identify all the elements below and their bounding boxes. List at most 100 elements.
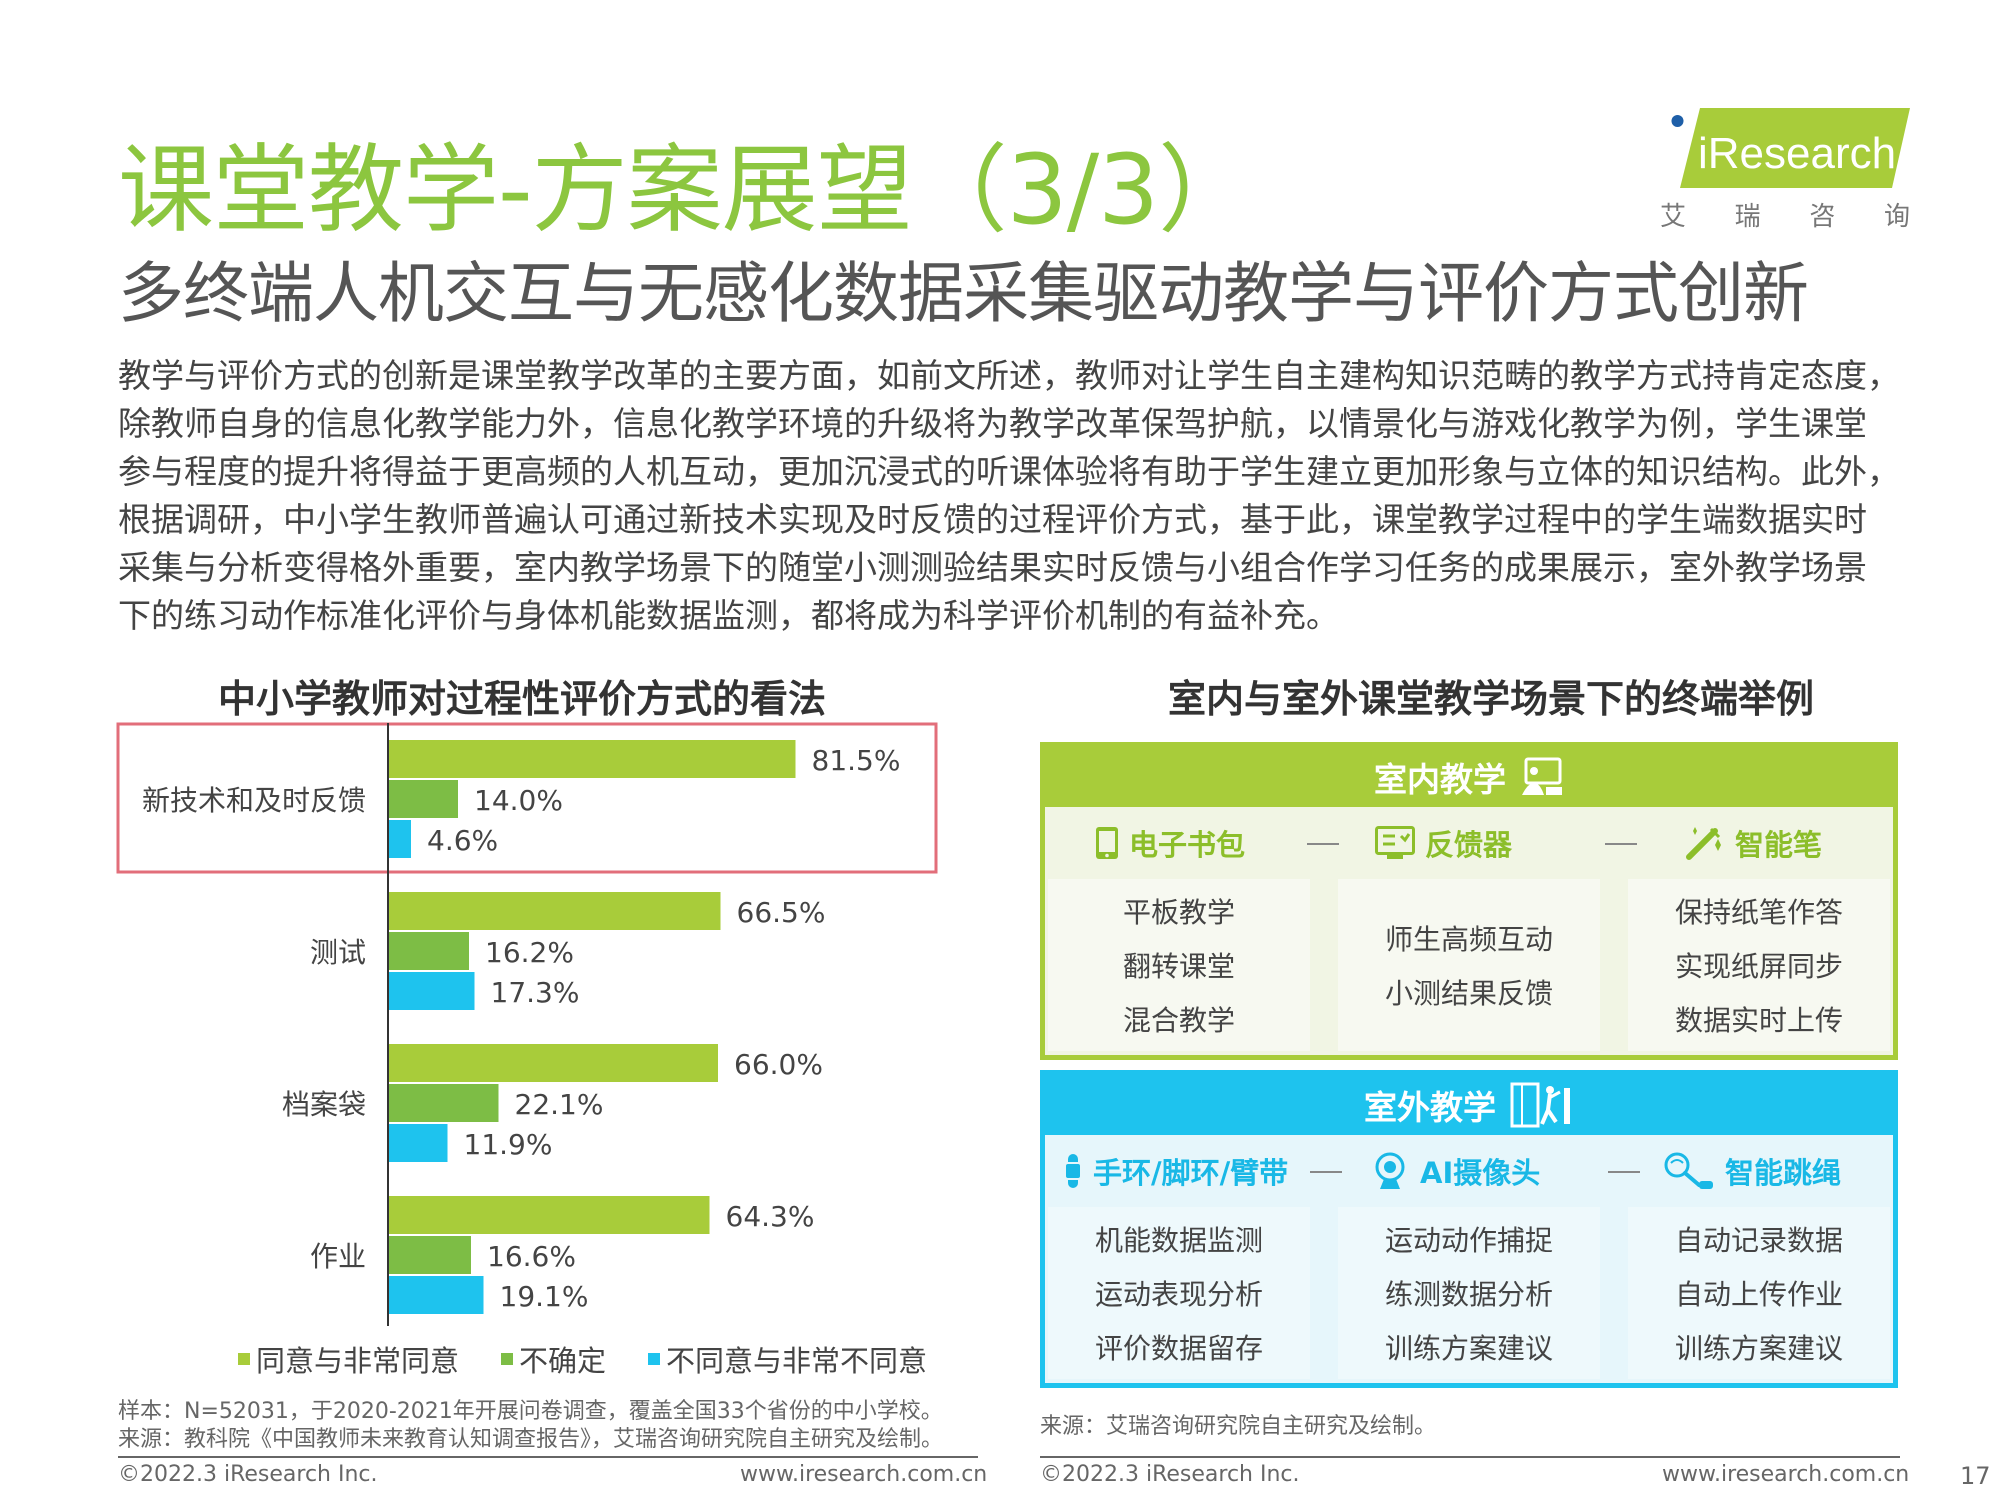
legend-label: 不确定 <box>519 1344 607 1378</box>
indoor-teaching-panel: 室内教学 电子书包 <box>1040 742 1898 1060</box>
data-label: 16.2% <box>485 936 574 969</box>
footer-website-left[interactable]: www.iresearch.com.cn <box>740 1462 988 1487</box>
clicker-icon <box>1375 826 1415 859</box>
data-label: 81.5% <box>812 744 901 777</box>
footer-copyright-right: ©2022.3 iResearch Inc. <box>1040 1462 1300 1487</box>
outdoor-camera-uses: 运动动作捕捉 练测数据分析 训练方案建议 <box>1338 1207 1600 1379</box>
device-name: 反馈器 <box>1425 828 1513 862</box>
use-item: 保持纸笔作答 <box>1674 896 1843 929</box>
data-label: 66.0% <box>734 1048 823 1081</box>
legend-swatch <box>238 1353 250 1365</box>
logo-char: 询 <box>1883 202 1910 232</box>
wristband-icon <box>1064 1154 1082 1188</box>
legend-item-disagree: 不同意与非常不同意 <box>648 1338 927 1380</box>
separator-dash <box>1310 1171 1342 1173</box>
indoor-clicker-uses: 师生高频互动 小测结果反馈 <box>1338 879 1600 1051</box>
category-label: 作业 <box>310 1240 366 1273</box>
device-name: 智能跳绳 <box>1725 1156 1842 1190</box>
use-item: 训练方案建议 <box>1384 1332 1553 1365</box>
terminal-source-note: 来源：艾瑞咨询研究院自主研究及绘制。 <box>1040 1414 1437 1439</box>
legend-item-unsure: 不确定 <box>501 1338 606 1380</box>
data-label: 64.3% <box>726 1200 815 1233</box>
use-item: 机能数据监测 <box>1094 1224 1263 1257</box>
logo-char: 艾 <box>1660 202 1687 232</box>
bar <box>388 892 721 930</box>
use-item: 小测结果反馈 <box>1384 977 1553 1010</box>
data-label: 16.6% <box>487 1240 576 1273</box>
footer-rule-right <box>1040 1456 1900 1458</box>
logo-mark: iResearch <box>1671 108 1910 188</box>
page-subtitle: 多终端人机交互与无感化数据采集驱动教学与评价方式创新 <box>118 255 1809 332</box>
separator-dash <box>1605 843 1637 845</box>
bar <box>388 1236 471 1274</box>
separator-dash <box>1608 1171 1640 1173</box>
outdoor-device-row: 手环/脚环/臂带 AI摄像头 智能跳绳 <box>1045 1135 1893 1207</box>
use-item: 实现纸屏同步 <box>1674 950 1843 983</box>
category-label: 新技术和及时反馈 <box>142 784 366 817</box>
body-line: 除教师自身的信息化教学能力外，信息化教学环境的升级将为教学改革保驾护航，以情景化… <box>118 404 1867 443</box>
use-item: 自动记录数据 <box>1674 1224 1843 1257</box>
data-label: 66.5% <box>737 896 826 929</box>
use-item: 评价数据留存 <box>1094 1332 1263 1365</box>
use-item: 训练方案建议 <box>1674 1332 1843 1365</box>
use-item: 数据实时上传 <box>1674 1004 1843 1037</box>
page-title: 课堂教学-方案展望（3/3） <box>118 134 1254 246</box>
device-name: 智能笔 <box>1735 828 1823 862</box>
chart-legend: 同意与非常同意 不确定 不同意与非常不同意 <box>238 1338 927 1380</box>
use-item: 运动动作捕捉 <box>1384 1224 1553 1257</box>
device-ebag: 电子书包 <box>1095 822 1245 864</box>
bar <box>388 972 475 1010</box>
use-item: 平板教学 <box>1122 896 1235 929</box>
device-jump-rope: 智能跳绳 <box>1663 1150 1841 1192</box>
outdoor-sport-icon <box>1510 1082 1570 1128</box>
page-number: 17 <box>1960 1462 1991 1490</box>
device-name: AI摄像头 <box>1420 1156 1541 1190</box>
data-label: 19.1% <box>500 1280 589 1313</box>
outdoor-panel-header: 室外教学 <box>1045 1075 1893 1135</box>
bar <box>388 820 411 858</box>
outdoor-panel-title: 室外教学 <box>1364 1088 1496 1127</box>
use-item: 翻转课堂 <box>1122 950 1235 983</box>
use-item: 练测数据分析 <box>1384 1278 1553 1311</box>
body-line: 采集与分析变得格外重要，室内教学场景下的随堂小测测验结果实时反馈与小组合作学习任… <box>118 548 1867 587</box>
tablet-icon <box>1096 827 1118 859</box>
highlight-box <box>116 722 938 874</box>
data-label: 17.3% <box>491 976 580 1009</box>
legend-swatch <box>501 1353 514 1365</box>
bar <box>388 1276 484 1314</box>
device-name: 手环/脚环/臂带 <box>1093 1156 1289 1190</box>
bar <box>388 1196 710 1234</box>
use-item: 混合教学 <box>1122 1004 1235 1037</box>
logo-char: 瑞 <box>1734 202 1761 232</box>
body-line: 根据调研，中小学生教师普遍认可通过新技术实现及时反馈的过程评价方式，基于此，课堂… <box>118 500 1867 539</box>
device-clicker: 反馈器 <box>1375 822 1512 864</box>
footer-copyright-left: ©2022.3 iResearch Inc. <box>118 1462 378 1487</box>
iresearch-logo: iResearch 艾 瑞 咨 询 <box>1660 108 1910 232</box>
indoor-device-row: 电子书包 反馈器 <box>1045 807 1893 879</box>
body-paragraph: 教学与评价方式的创新是课堂教学改革的主要方面，如前文所述，教师对让学生自主建构知… <box>118 352 1918 640</box>
outdoor-wristband-uses: 机能数据监测 运动表现分析 评价数据留存 <box>1048 1207 1310 1379</box>
bar <box>388 1124 448 1162</box>
data-label: 4.6% <box>427 824 498 857</box>
indoor-ebag-uses: 平板教学 翻转课堂 混合教学 <box>1048 879 1310 1051</box>
use-item: 师生高频互动 <box>1384 923 1553 956</box>
data-label: 22.1% <box>515 1088 604 1121</box>
bar <box>388 780 458 818</box>
logo-char: 咨 <box>1809 202 1836 232</box>
indoor-panel-header: 室内教学 <box>1045 747 1893 807</box>
device-ai-camera: AI摄像头 <box>1370 1150 1540 1192</box>
jump-rope-icon <box>1664 1152 1713 1189</box>
footer-website-right[interactable]: www.iresearch.com.cn <box>1662 1462 1910 1487</box>
sample-note: 样本：N=52031，于2020-2021年开展问卷调查，覆盖全国33个省份的中… <box>118 1399 943 1424</box>
data-label: 11.9% <box>464 1128 553 1161</box>
classroom-icon <box>1522 757 1562 795</box>
body-line: 下的练习动作标准化评价与身体机能数据监测，都将成为科学评价机制的有益补充。 <box>118 596 1339 635</box>
legend-label: 不同意与非常不同意 <box>666 1344 928 1378</box>
bar <box>388 1084 499 1122</box>
legend-item-agree: 同意与非常同意 <box>238 1338 459 1380</box>
category-label: 档案袋 <box>282 1088 366 1121</box>
source-note: 来源：教科院《中国教师未来教育认知调查报告》，艾瑞咨询研究院自主研究及绘制。 <box>118 1427 944 1452</box>
camera-icon <box>1375 1152 1405 1189</box>
device-smart-pen: 智能笔 <box>1685 822 1822 864</box>
outdoor-rope-uses: 自动记录数据 自动上传作业 训练方案建议 <box>1628 1207 1890 1379</box>
